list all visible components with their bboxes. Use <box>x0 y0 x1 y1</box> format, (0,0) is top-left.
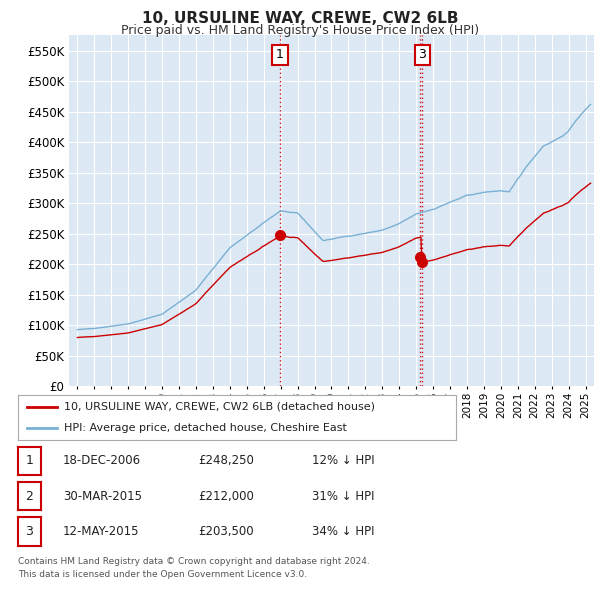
Text: 30-MAR-2015: 30-MAR-2015 <box>63 490 142 503</box>
Text: 12% ↓ HPI: 12% ↓ HPI <box>312 454 374 467</box>
Text: 18-DEC-2006: 18-DEC-2006 <box>63 454 141 467</box>
Text: 3: 3 <box>25 525 34 538</box>
Text: 12-MAY-2015: 12-MAY-2015 <box>63 525 139 538</box>
Text: 1: 1 <box>25 454 34 467</box>
Text: This data is licensed under the Open Government Licence v3.0.: This data is licensed under the Open Gov… <box>18 571 307 579</box>
Text: 1: 1 <box>276 48 284 61</box>
Text: £248,250: £248,250 <box>198 454 254 467</box>
Text: 2: 2 <box>25 490 34 503</box>
Text: £212,000: £212,000 <box>198 490 254 503</box>
Text: HPI: Average price, detached house, Cheshire East: HPI: Average price, detached house, Ches… <box>64 423 347 433</box>
Text: 31% ↓ HPI: 31% ↓ HPI <box>312 490 374 503</box>
Text: 34% ↓ HPI: 34% ↓ HPI <box>312 525 374 538</box>
Text: 10, URSULINE WAY, CREWE, CW2 6LB (detached house): 10, URSULINE WAY, CREWE, CW2 6LB (detach… <box>64 402 375 412</box>
Text: 10, URSULINE WAY, CREWE, CW2 6LB: 10, URSULINE WAY, CREWE, CW2 6LB <box>142 11 458 25</box>
Text: Price paid vs. HM Land Registry's House Price Index (HPI): Price paid vs. HM Land Registry's House … <box>121 24 479 37</box>
Text: £203,500: £203,500 <box>198 525 254 538</box>
Text: Contains HM Land Registry data © Crown copyright and database right 2024.: Contains HM Land Registry data © Crown c… <box>18 558 370 566</box>
Text: 3: 3 <box>419 48 427 61</box>
